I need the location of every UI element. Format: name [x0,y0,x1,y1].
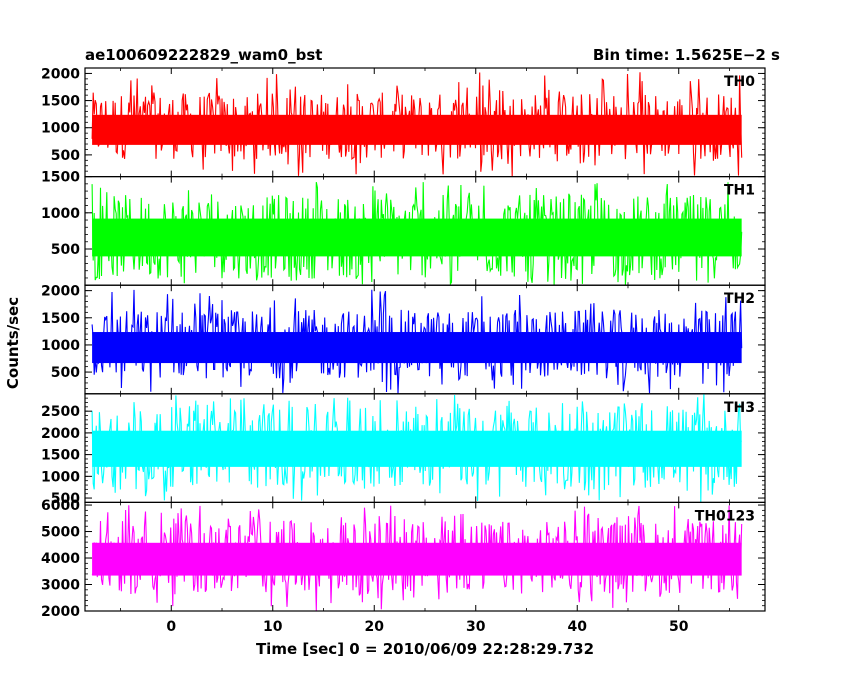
bin-time-label: Bin time: 1.5625E−2 s [593,46,780,64]
y-tick-label: 1500 [41,448,80,464]
x-tick-label: 20 [365,619,385,635]
panel-label-th1: TH1 [724,183,755,199]
y-tick-label: 2000 [41,604,80,620]
y-tick-label: 2000 [41,66,80,82]
y-tick-label: 1000 [41,338,80,354]
y-tick-label: 6000 [41,498,80,514]
y-axis-label: Counts/sec [4,297,22,389]
y-tick-label: 1000 [41,206,80,222]
series-core-th0 [92,114,742,145]
panel-th2: 500 1000 1500 2000 TH2 [41,284,766,395]
panel-label-th2: TH2 [724,291,755,307]
x-axis-label: Time [sec] 0 = 2010/06/09 22:28:29.732 [256,640,594,658]
series-core-th2 [92,332,742,364]
y-tick-label: 1500 [41,94,80,110]
panel-label-th3: TH3 [724,400,755,416]
y-tick-label: 500 [51,365,80,381]
x-tick-label: 10 [263,619,283,635]
y-tick-label: 500 [51,148,80,164]
y-tick-label: 5000 [41,525,80,541]
y-tick-label: 2000 [41,284,80,300]
x-tick-label: 30 [466,619,486,635]
y-tick-label: 1500 [41,170,80,186]
chart-title: ae100609222829_wam0_bst [85,46,322,64]
panel-label-th0123: TH0123 [695,508,755,524]
panel-th0123: 2000 3000 4000 5000 6000 TH0123 [41,498,766,620]
x-tick-label: 0 [166,619,176,635]
y-tick-label: 4000 [41,551,80,567]
panel-th1: 500 1000 1500 TH1 [41,170,766,286]
x-tick-label: 40 [567,619,587,635]
panel-th0: 500 1000 1500 2000 TH0 [41,66,766,178]
series-core-th1 [92,218,742,257]
series-core-th3 [92,430,742,467]
y-tick-label: 1000 [41,121,80,137]
panel-th3: 500 1000 1500 2000 2500 TH3 [41,393,766,507]
panel-label-th0: TH0 [724,74,755,90]
series-core-th0123 [92,542,742,576]
x-tick-label: 50 [669,619,689,635]
y-tick-label: 500 [51,242,80,258]
y-tick-label: 3000 [41,578,80,594]
y-tick-label: 1500 [41,311,80,327]
y-tick-label: 500 [51,491,80,507]
y-tick-label: 2000 [41,426,80,442]
y-tick-label: 2500 [41,404,80,420]
y-tick-label: 1000 [41,469,80,485]
